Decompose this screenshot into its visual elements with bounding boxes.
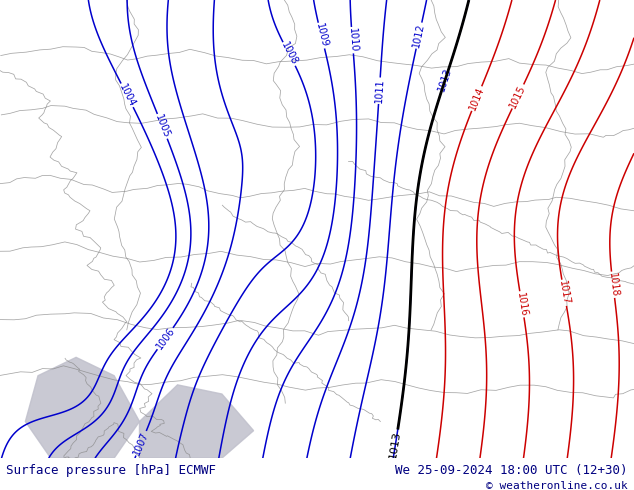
Text: 1009: 1009 bbox=[314, 23, 329, 49]
Text: 1016: 1016 bbox=[515, 292, 529, 317]
Text: 1006: 1006 bbox=[154, 326, 176, 351]
Text: 1012: 1012 bbox=[411, 23, 427, 49]
Text: 1004: 1004 bbox=[117, 82, 137, 108]
Text: 1013: 1013 bbox=[437, 66, 454, 93]
Text: 1013: 1013 bbox=[389, 430, 403, 459]
Polygon shape bbox=[25, 357, 139, 458]
Text: 1017: 1017 bbox=[557, 280, 571, 306]
Text: 1005: 1005 bbox=[153, 113, 172, 140]
Text: 1018: 1018 bbox=[607, 272, 619, 297]
Text: 1011: 1011 bbox=[373, 78, 385, 103]
Text: 1015: 1015 bbox=[508, 83, 527, 110]
Text: We 25-09-2024 18:00 UTC (12+30): We 25-09-2024 18:00 UTC (12+30) bbox=[395, 464, 628, 477]
Polygon shape bbox=[139, 385, 254, 458]
Text: 1010: 1010 bbox=[347, 27, 358, 53]
Text: 1007: 1007 bbox=[132, 430, 150, 457]
Text: © weatheronline.co.uk: © weatheronline.co.uk bbox=[486, 481, 628, 490]
Text: 1008: 1008 bbox=[279, 41, 299, 67]
Text: Surface pressure [hPa] ECMWF: Surface pressure [hPa] ECMWF bbox=[6, 464, 216, 477]
Text: 1014: 1014 bbox=[467, 85, 486, 112]
